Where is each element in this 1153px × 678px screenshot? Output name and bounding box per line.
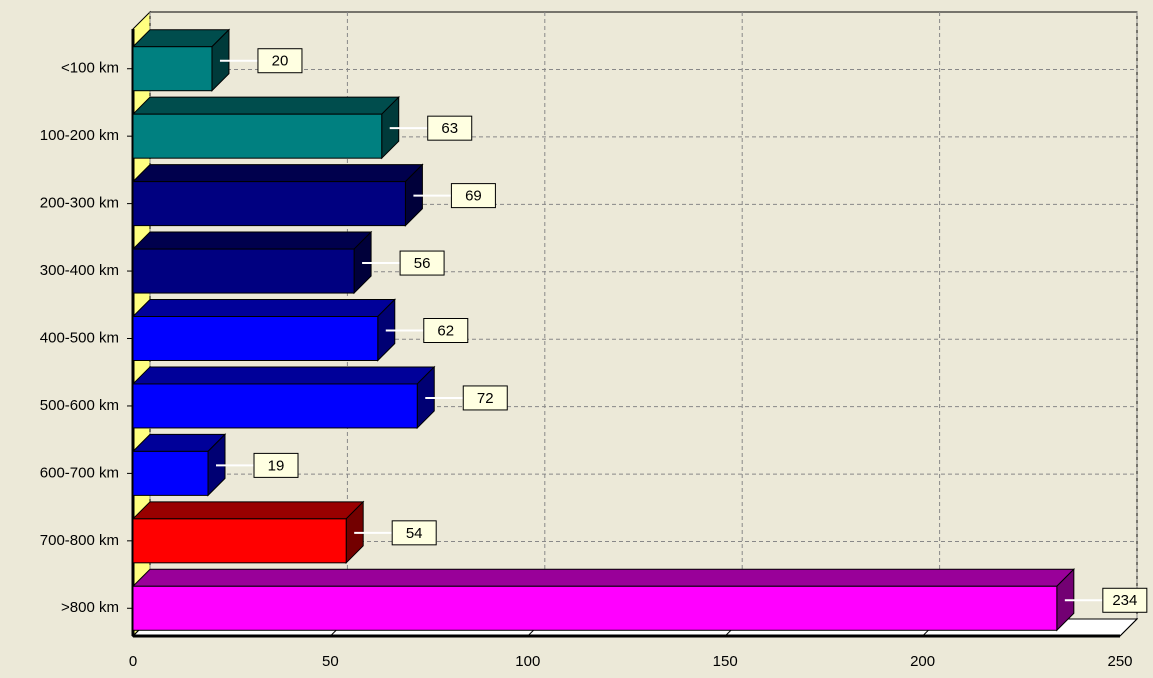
bar-top <box>131 164 424 183</box>
y-tick-label: 400-500 km <box>40 329 119 346</box>
bar <box>132 518 347 564</box>
x-tick-label: 150 <box>713 653 738 670</box>
bar <box>132 316 379 361</box>
value-label: 54 <box>406 525 423 542</box>
bar-top <box>131 568 1076 587</box>
value-label-box <box>423 318 469 343</box>
y-tick-label: 700-800 km <box>40 532 119 549</box>
x-tick-label: 250 <box>1107 653 1132 670</box>
value-label: 56 <box>414 255 431 272</box>
y-tick-label: 100-200 km <box>40 127 119 144</box>
y-tick-label: <100 km <box>61 60 119 77</box>
value-label: 72 <box>477 390 494 407</box>
bar-top <box>131 96 400 115</box>
bar <box>132 181 406 227</box>
x-tick-label: 0 <box>129 653 137 670</box>
tick-mark <box>1119 618 1138 637</box>
bar-top <box>131 299 396 317</box>
value-label: 234 <box>1112 592 1137 609</box>
bar-top <box>131 231 373 250</box>
value-label: 19 <box>268 457 285 474</box>
y-tick-label: >800 km <box>61 599 119 616</box>
value-label-box <box>462 385 508 411</box>
value-label-box <box>450 183 496 209</box>
value-label-box <box>391 520 437 546</box>
value-label-box <box>427 115 473 141</box>
value-label: 20 <box>272 53 289 70</box>
y-tick-label: 600-700 km <box>40 464 119 481</box>
bar <box>132 113 383 159</box>
value-label-box <box>253 452 299 478</box>
bar-top <box>131 366 436 385</box>
bar-top <box>131 501 365 520</box>
bar <box>132 383 418 429</box>
y-tick-label: 300-400 km <box>40 262 119 279</box>
x-tick-label: 200 <box>910 653 935 670</box>
value-label: 69 <box>465 188 482 205</box>
bar <box>132 450 209 496</box>
bar <box>132 585 1058 631</box>
y-tick-label: 500-600 km <box>40 397 119 414</box>
value-label: 62 <box>437 322 454 339</box>
value-label-box <box>257 48 303 74</box>
x-tick-label: 50 <box>322 653 339 670</box>
x-tick-label: 100 <box>515 653 540 670</box>
value-label-box <box>399 250 445 276</box>
value-label: 63 <box>441 120 458 137</box>
bar <box>132 248 355 294</box>
y-tick-label: 200-300 km <box>40 195 119 212</box>
value-label-box <box>1102 587 1148 613</box>
bar <box>132 46 213 92</box>
